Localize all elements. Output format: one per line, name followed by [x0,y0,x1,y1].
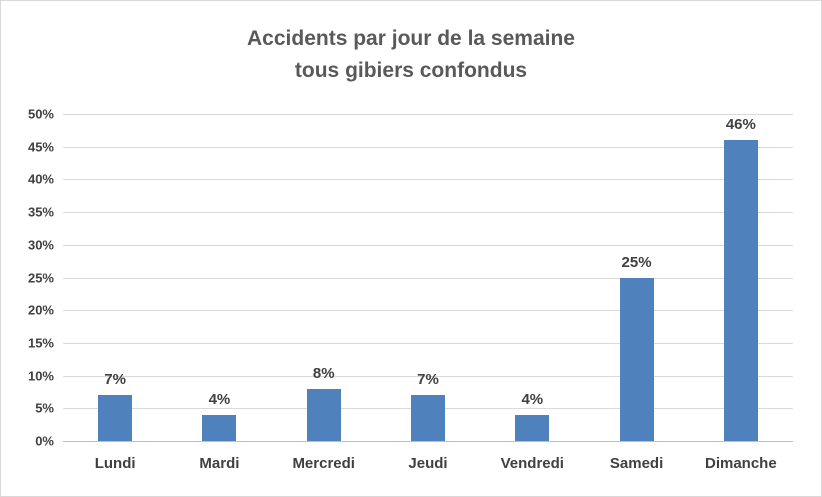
y-tick-label: 15% [27,335,54,351]
bar-vendredi [515,414,550,441]
bar-mercredi [306,388,341,441]
gridline [63,277,793,279]
x-axis-label-mercredi: Mercredi [292,455,355,472]
data-label: 8% [312,364,335,382]
gridline [63,342,793,344]
y-tick-label: 45% [27,139,54,155]
gridline [63,375,793,377]
bar-jeudi [411,395,445,441]
chart-title: Accidents par jour de la semaine tous gi… [1,23,821,86]
gridline [63,310,793,312]
data-label: 4% [521,390,544,408]
bar-dimanche [723,140,758,441]
x-axis-label-lundi: Lundi [94,455,136,472]
y-tick-label: 0% [35,433,54,449]
chart-title-line-1: Accidents par jour de la semaine [247,27,575,50]
y-tick-label: 5% [35,400,54,416]
y-tick-label: 30% [27,237,54,253]
bar-samedi [619,277,654,441]
gridline [63,212,793,214]
x-axis-label-vendredi: Vendredi [500,455,564,472]
y-tick-label: 20% [27,302,54,318]
bar-lundi [98,395,133,441]
plot-area: 0% 5% 10% 15% 20% 25% 30% 35% 40% 45% 50% 7% Lundi 4%… [28,107,793,472]
x-axis-label-jeudi: Jeudi [408,455,448,472]
gridline [63,244,793,246]
data-label: 7% [104,371,126,389]
y-tick-label: 40% [27,171,54,187]
data-label: 7% [417,371,439,389]
gridline [63,114,793,115]
y-tick-label: 35% [27,204,54,220]
x-axis-label-samedi: Samedi [609,455,664,472]
x-axis-label-mardi: Mardi [199,455,240,472]
bar-mardi [202,414,237,441]
data-label: 46% [725,116,756,134]
x-axis-label-dimanche: Dimanche [704,455,777,472]
chart-title-line-2: tous gibiers confondus [294,58,528,82]
y-tick-label: 50% [27,106,54,122]
data-label: 25% [621,253,652,271]
gridline [63,179,793,181]
gridline [63,146,793,148]
y-tick-label: 10% [27,368,54,384]
y-tick-label: 25% [27,270,54,285]
data-label: 4% [208,390,231,408]
x-axis-line [63,441,793,442]
